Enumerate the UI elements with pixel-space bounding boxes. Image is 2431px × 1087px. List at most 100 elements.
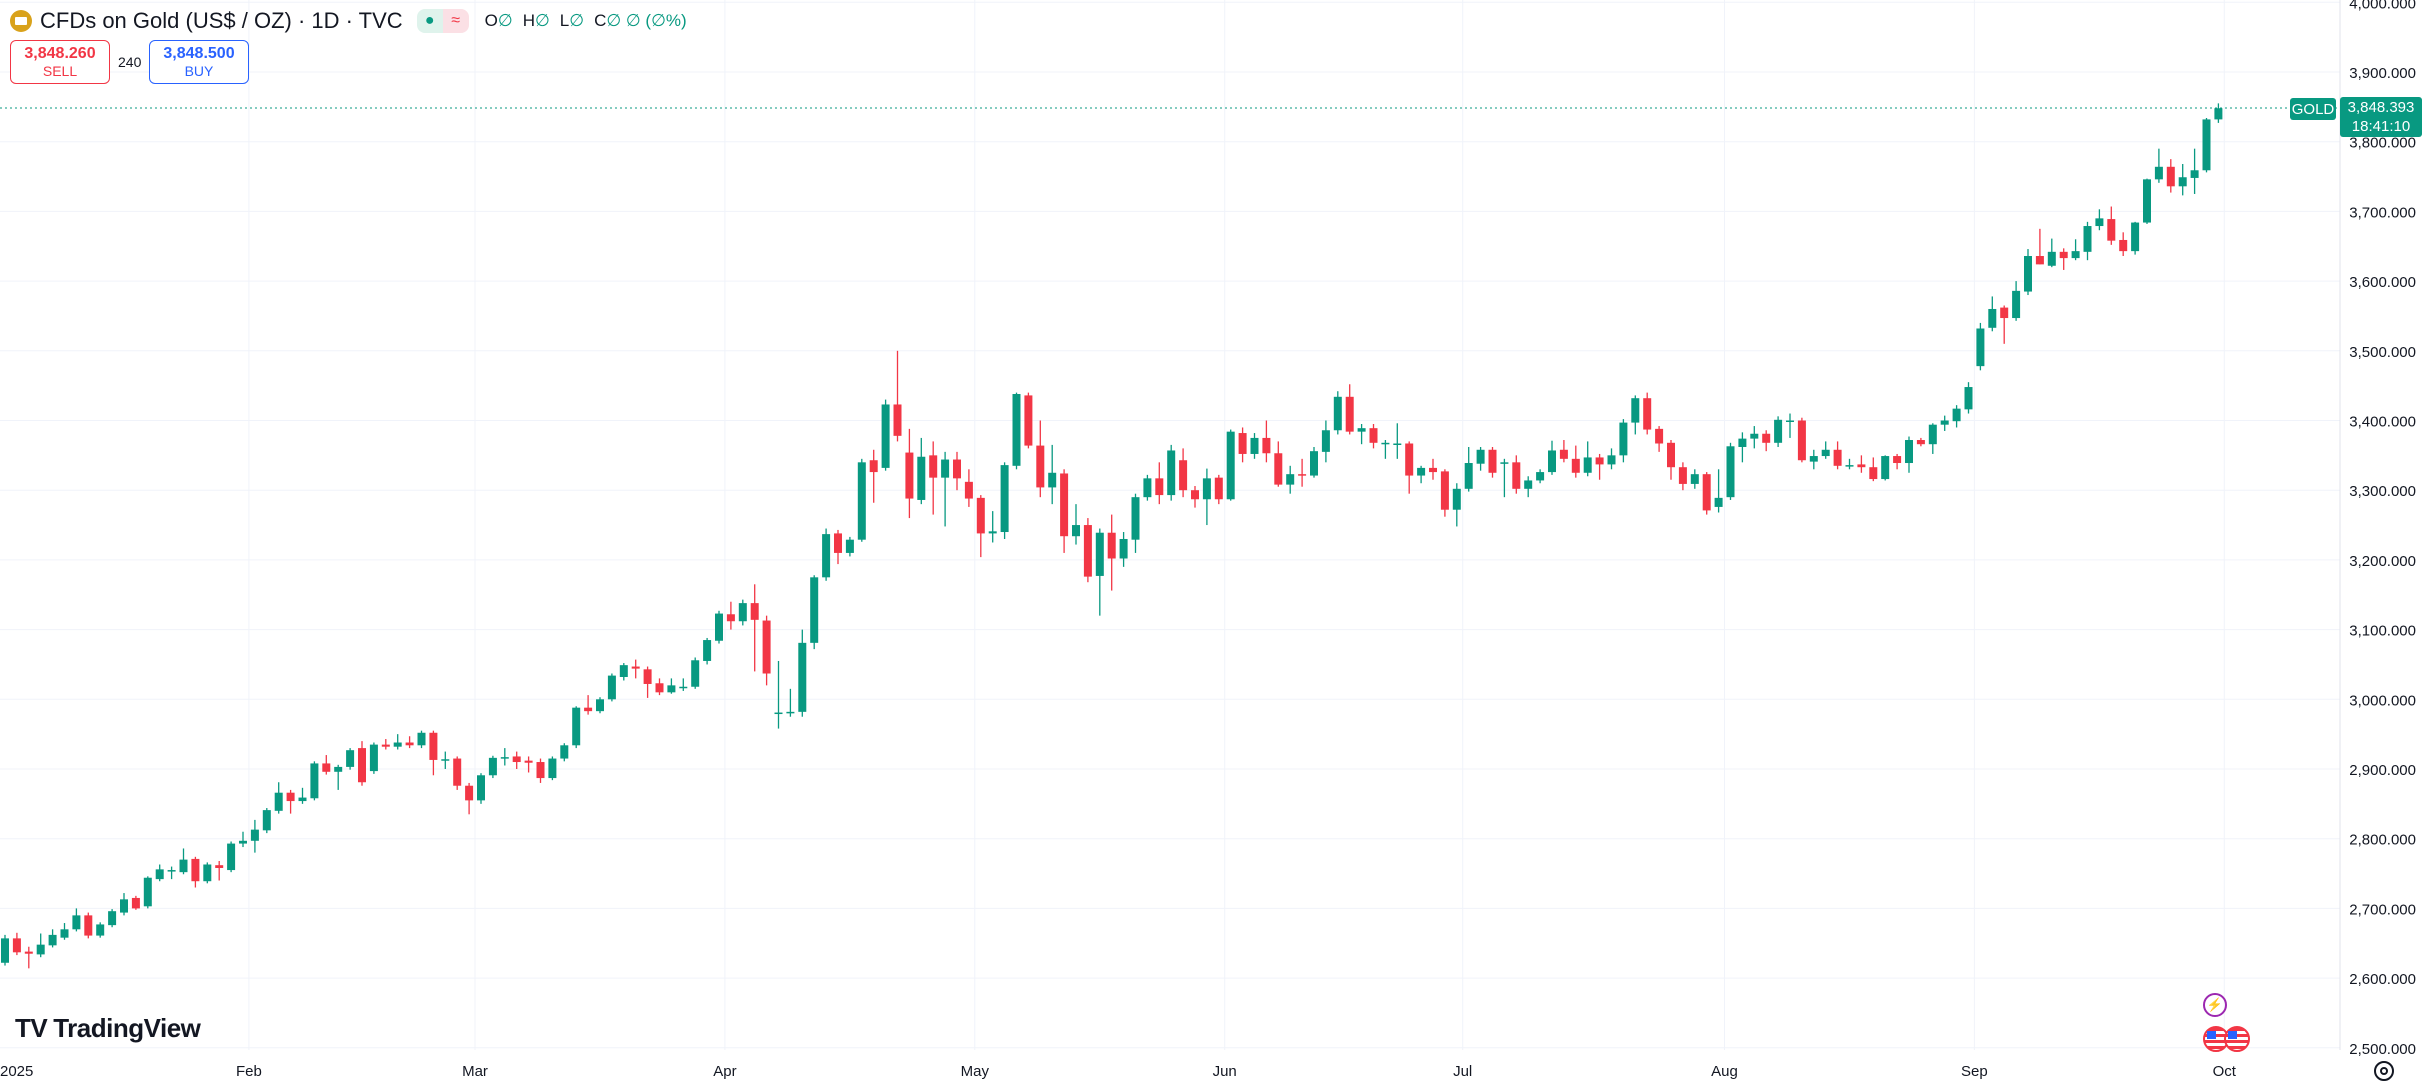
candle-up bbox=[667, 678, 676, 694]
candle-up bbox=[1690, 469, 1699, 489]
candle-down bbox=[429, 730, 438, 776]
candle-up bbox=[2024, 249, 2032, 296]
candle-body bbox=[96, 924, 105, 936]
market-status[interactable]: ● ≈ bbox=[416, 9, 469, 33]
candle-body bbox=[2012, 290, 2021, 319]
candle-up bbox=[1988, 296, 1997, 332]
price-tick-label: 3,900.000 bbox=[2349, 65, 2416, 82]
candle-up bbox=[786, 688, 795, 717]
candle-up bbox=[1821, 441, 1830, 459]
candle-body bbox=[536, 762, 545, 779]
candle-up bbox=[1738, 432, 1747, 463]
candle-body bbox=[1048, 472, 1057, 488]
candle-up bbox=[36, 933, 45, 958]
candle-up bbox=[143, 876, 152, 909]
candle-body bbox=[1143, 478, 1152, 498]
candle-down bbox=[465, 782, 474, 815]
candle-down bbox=[1036, 420, 1045, 498]
time-tick-label: Apr bbox=[713, 1063, 736, 1080]
logo-text: TradingView bbox=[53, 1013, 201, 1043]
candle-up bbox=[1928, 423, 1937, 454]
candle-body bbox=[500, 757, 509, 759]
candle-down bbox=[2000, 305, 2009, 344]
candle-body bbox=[1310, 451, 1318, 476]
candle-up bbox=[227, 841, 236, 873]
candle-up bbox=[1881, 455, 1890, 481]
candle-down bbox=[1595, 453, 1604, 480]
candle-down bbox=[1643, 392, 1652, 435]
candle-body bbox=[155, 869, 164, 880]
candle-up bbox=[262, 808, 271, 834]
candle-body bbox=[60, 929, 69, 938]
settings-icon[interactable] bbox=[2374, 1061, 2394, 1081]
candle-body bbox=[2059, 251, 2068, 259]
price-tick-label: 3,800.000 bbox=[2349, 135, 2416, 152]
candle-up bbox=[917, 437, 926, 505]
price-tick-label: 3,100.000 bbox=[2349, 623, 2416, 640]
candle-body bbox=[1131, 497, 1140, 540]
ohlc-close-value: ∅ ∅ (∅%) bbox=[606, 11, 687, 30]
price-axis[interactable]: 4,000.000 3,900.000 3,800.000 3,700.000 3,60… bbox=[2349, 0, 2416, 1058]
candle-body bbox=[1512, 462, 1521, 489]
candle-down bbox=[1107, 514, 1116, 591]
candle-up bbox=[1964, 382, 1973, 414]
us-flag-event-icon[interactable] bbox=[2224, 1026, 2250, 1052]
candle-body bbox=[1702, 474, 1711, 511]
candle-up bbox=[48, 929, 57, 948]
candle-body bbox=[1619, 422, 1628, 456]
candle-up bbox=[1583, 441, 1592, 477]
candle-down bbox=[381, 739, 390, 750]
time-tick-label: Jul bbox=[1453, 1063, 1472, 1080]
candle-up bbox=[369, 742, 378, 774]
price-tick-label: 3,700.000 bbox=[2349, 204, 2416, 221]
candle-up bbox=[1536, 469, 1545, 484]
tradingview-logo[interactable]: TV TradingView bbox=[15, 1013, 201, 1044]
last-price-value: 3,848.393 bbox=[2347, 99, 2415, 116]
candle-down bbox=[584, 695, 593, 715]
candle-body bbox=[1774, 419, 1783, 443]
candle-up bbox=[1310, 446, 1318, 478]
candle-body bbox=[834, 533, 842, 553]
candle-body bbox=[643, 669, 652, 684]
candle-body bbox=[203, 864, 212, 882]
candle-body bbox=[1095, 532, 1104, 576]
candle-body bbox=[881, 404, 890, 468]
candle-body bbox=[1155, 478, 1164, 496]
candle-body bbox=[1476, 449, 1485, 464]
lightning-event-icon[interactable]: ⚡ bbox=[2203, 993, 2227, 1017]
candle-up bbox=[1726, 442, 1735, 500]
candle-body bbox=[1262, 437, 1271, 454]
candle-up bbox=[1548, 440, 1556, 475]
candle-up bbox=[1333, 391, 1342, 435]
candle-body bbox=[2035, 256, 2044, 265]
candle-body bbox=[131, 897, 140, 909]
candle-up bbox=[548, 756, 557, 781]
candle-down bbox=[1405, 441, 1414, 494]
candle-down bbox=[1214, 474, 1223, 505]
candle-body bbox=[1, 938, 9, 963]
candle-up bbox=[1524, 476, 1533, 498]
candle-up bbox=[1607, 448, 1616, 470]
candle-body bbox=[1690, 474, 1699, 484]
candle-up bbox=[2012, 281, 2021, 321]
candle-down bbox=[1298, 458, 1307, 487]
candle-up bbox=[1357, 423, 1366, 445]
candle-body bbox=[2119, 239, 2128, 252]
candle-down bbox=[976, 495, 985, 558]
candle-body bbox=[1036, 445, 1045, 488]
time-axis[interactable]: 2025 Feb Mar Apr May Jun Jul Aug Sep Oct bbox=[0, 1063, 2237, 1080]
buy-button[interactable]: 3,848.500 BUY bbox=[149, 40, 249, 84]
candle-up bbox=[120, 893, 128, 916]
candle-body bbox=[2000, 307, 2009, 319]
candle-up bbox=[1, 934, 9, 966]
symbol-title[interactable]: CFDs on Gold (US$ / OZ) · 1D · TVC bbox=[40, 8, 403, 33]
candle-body bbox=[1333, 396, 1342, 431]
sell-button[interactable]: 3,848.260 SELL bbox=[10, 40, 110, 84]
candle-body bbox=[953, 459, 961, 479]
candle-body bbox=[786, 711, 795, 714]
candle-up bbox=[2214, 103, 2223, 123]
candle-up bbox=[1095, 528, 1104, 616]
time-tick-label: Aug bbox=[1711, 1063, 1738, 1080]
candle-body bbox=[24, 951, 33, 954]
